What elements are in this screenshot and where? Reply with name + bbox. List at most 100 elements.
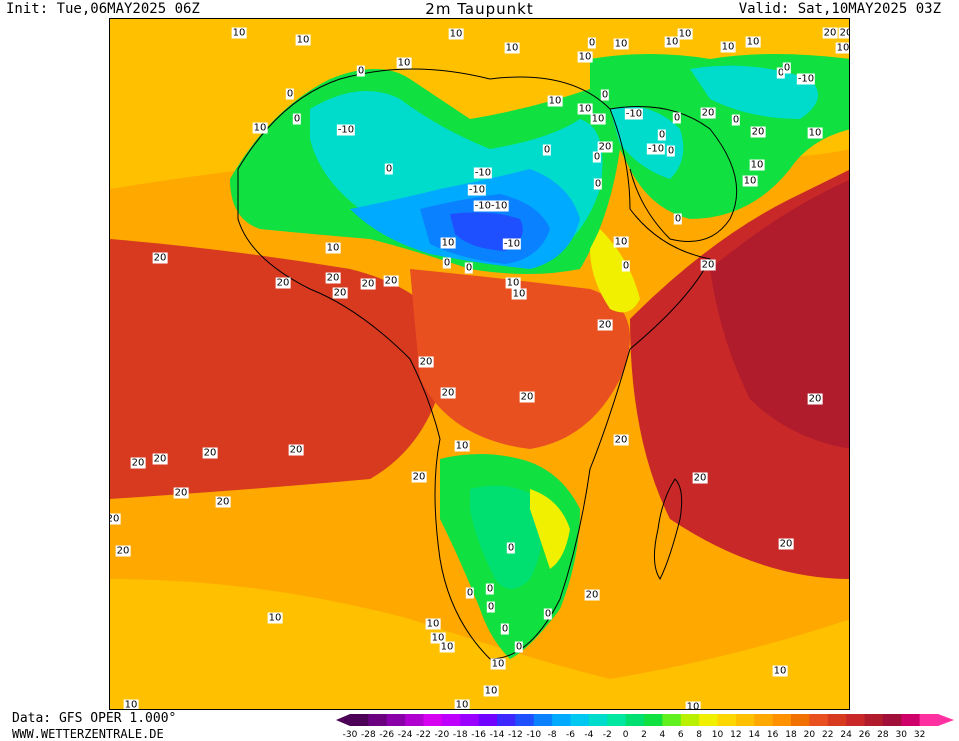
contour-label: 20	[700, 259, 716, 271]
contour-label: 0	[666, 145, 676, 157]
legend-tick-label: -16	[471, 730, 486, 740]
color-legend: -30 -28 -26 -24 -22 -20 -18 -16 -14 -12 -10 -8 -6 -4-…	[336, 712, 958, 740]
contour-label: 0	[776, 67, 786, 79]
contour-label: 20	[838, 27, 849, 39]
legend-tick-label: -28	[361, 730, 376, 740]
contour-label: 20	[750, 126, 766, 138]
contour-label: 0	[592, 151, 602, 163]
contour-label: 20	[275, 277, 291, 289]
legend-tick-label: 30	[895, 730, 907, 740]
contour-label: 10	[505, 277, 521, 289]
legend-swatch	[386, 714, 406, 726]
contour-label: 10	[590, 113, 606, 125]
contour-label: 10	[454, 440, 470, 452]
contour-label: 10	[664, 36, 680, 48]
legend-swatch	[735, 714, 755, 726]
legend-swatch	[588, 714, 608, 726]
legend-tick-label: -20	[434, 730, 450, 740]
contour-label: 10	[295, 34, 311, 46]
contour-label: 10	[745, 36, 761, 48]
contour-label: 20	[173, 487, 189, 499]
contour-label: 20	[418, 356, 434, 368]
legend-swatch	[644, 714, 663, 726]
contour-label: 0	[782, 62, 792, 74]
contour-label: 10	[123, 699, 139, 710]
legend-swatch	[423, 714, 443, 726]
contour-label: 10	[511, 288, 527, 300]
contour-label: 20	[778, 538, 794, 550]
field-arabia-cyan	[610, 106, 684, 179]
legend-swatch	[680, 714, 700, 726]
legend-swatch	[717, 714, 737, 726]
contour-label: -10	[502, 238, 522, 250]
valid-time: Valid: Sat,10MAY2025 03Z	[738, 1, 941, 17]
contour-label: 0	[657, 129, 667, 141]
contour-label: 10	[807, 127, 823, 139]
field-central	[410, 269, 630, 449]
contour-label: 10	[547, 95, 563, 107]
contour-label: 10	[577, 103, 593, 115]
contour-label: 10	[425, 618, 441, 630]
legend-swatch	[533, 714, 553, 726]
contour-label: 20	[152, 453, 168, 465]
legend-tick-label: -18	[452, 730, 468, 740]
contour-label: 0	[486, 601, 496, 613]
legend-bar	[336, 714, 954, 726]
legend-swatch	[607, 714, 627, 726]
legend-swatch	[919, 714, 939, 726]
contour-label: 20	[584, 589, 600, 601]
contour-label: 10	[396, 57, 412, 69]
contour-label: -10	[624, 108, 644, 120]
contour-label: 0	[673, 213, 683, 225]
legend-swatch	[497, 714, 516, 726]
contour-label: 10	[613, 236, 629, 248]
legend-swatch	[772, 714, 792, 726]
map-title: 2m Taupunkt	[425, 0, 534, 18]
legend-swatch	[864, 714, 884, 726]
contour-label: 0	[593, 178, 603, 190]
contour-label: -10	[467, 184, 487, 196]
legend-swatch	[662, 714, 682, 726]
legend-arrow-left	[336, 714, 350, 726]
contour-label: 20	[822, 27, 838, 39]
legend-swatch	[368, 714, 388, 726]
legend-swatch	[350, 714, 369, 726]
contour-label: 0	[506, 542, 516, 554]
contour-label: 0	[587, 37, 597, 49]
legend-swatch	[570, 714, 590, 726]
legend-swatch	[699, 714, 718, 726]
contour-label: 10	[685, 701, 701, 709]
contour-label: 20	[519, 391, 535, 403]
legend-swatch	[460, 714, 480, 726]
legend-swatch	[901, 714, 921, 726]
contour-label: 0	[442, 257, 452, 269]
contour-label: 20	[597, 141, 613, 153]
legend-tick-label: 0	[622, 730, 629, 740]
contour-label: 10	[231, 27, 247, 39]
legend-swatch	[441, 714, 461, 726]
legend-tick-label: 32	[913, 730, 926, 740]
legend-tick-label: 10	[711, 730, 724, 740]
legend-swatch	[478, 714, 498, 726]
contour-label: 10	[613, 38, 629, 50]
field-iran-cyan	[690, 65, 818, 119]
legend-tick-label: -6	[566, 730, 575, 740]
legend-tick-label: 4	[659, 730, 666, 740]
init-time: Init: Tue,06MAY2025 06Z	[6, 1, 200, 17]
legend-tick-label: -10	[526, 730, 542, 740]
website: WWW.WETTERZENTRALE.DE	[12, 727, 164, 741]
contour-label: 10	[720, 41, 736, 53]
contour-label: 10	[325, 242, 341, 254]
legend-tick-label: 24	[840, 730, 852, 740]
legend-tick-label: 18	[785, 730, 797, 740]
legend-swatch	[791, 714, 810, 726]
contour-label: 0	[543, 608, 553, 620]
contour-label: -10	[646, 143, 666, 155]
contour-label: 20	[115, 545, 131, 557]
contour-label: 0	[500, 623, 510, 635]
legend-tick-label: -22	[416, 730, 431, 740]
legend-swatch	[827, 714, 847, 726]
contour-label: 10	[440, 237, 456, 249]
legend-tick-label: 12	[730, 730, 742, 740]
legend-tick-label: -14	[489, 730, 505, 740]
